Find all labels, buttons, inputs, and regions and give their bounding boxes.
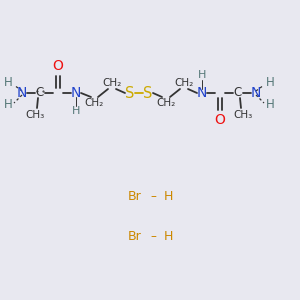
Text: H: H: [72, 106, 80, 116]
Text: H: H: [4, 98, 12, 112]
Text: CH₃: CH₃: [233, 110, 253, 120]
Text: Br: Br: [128, 230, 142, 244]
Text: –: –: [150, 190, 156, 203]
Text: N: N: [17, 86, 27, 100]
Text: O: O: [214, 113, 225, 127]
Text: H: H: [266, 98, 274, 112]
Text: CH₂: CH₂: [174, 78, 194, 88]
Text: CH₃: CH₃: [26, 110, 45, 120]
Text: C: C: [234, 86, 242, 100]
Text: O: O: [52, 59, 63, 73]
Text: N: N: [251, 86, 261, 100]
Text: H: H: [163, 230, 173, 244]
Text: S: S: [143, 85, 153, 100]
Text: H: H: [163, 190, 173, 203]
Text: CH₂: CH₂: [156, 98, 176, 108]
Text: CH₂: CH₂: [102, 78, 122, 88]
Text: Br: Br: [128, 190, 142, 203]
Text: H: H: [266, 76, 274, 89]
Text: C: C: [36, 86, 44, 100]
Text: H: H: [198, 70, 206, 80]
Text: CH₂: CH₂: [84, 98, 104, 108]
Text: N: N: [71, 86, 81, 100]
Text: S: S: [125, 85, 135, 100]
Text: –: –: [150, 230, 156, 244]
Text: H: H: [4, 76, 12, 89]
Text: N: N: [197, 86, 207, 100]
